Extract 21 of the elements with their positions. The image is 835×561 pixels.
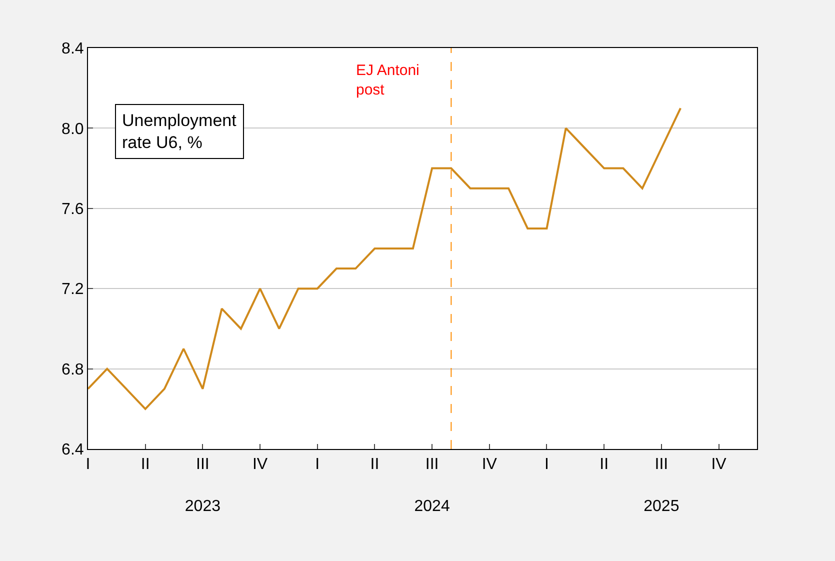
- y-tick-label: 8.0: [62, 120, 84, 138]
- x-tick-label: II: [370, 456, 380, 474]
- y-tick-label: 7.2: [62, 281, 84, 298]
- y-tick-label: 8.4: [62, 40, 84, 58]
- x-tick-label: IV: [711, 456, 727, 474]
- x-tick-label: I: [544, 456, 549, 474]
- category-label: III 2025: [644, 456, 680, 515]
- annotation: EJ Antoni post: [356, 62, 420, 98]
- y-tick-label: 6.8: [62, 361, 84, 378]
- x-tick-label: IV: [252, 456, 268, 474]
- y-tick-label: 6.4: [62, 442, 84, 459]
- y-tick-label: 7.6: [62, 201, 84, 218]
- line-series: [88, 107, 682, 410]
- x-tick-label: II: [140, 456, 150, 474]
- category-label: III 2023: [184, 456, 220, 515]
- category-label: III 2024: [414, 456, 450, 515]
- x-tick-label: I: [86, 456, 90, 474]
- x-tick-label: I: [315, 456, 320, 474]
- x-tick-label: II: [600, 456, 609, 474]
- x-tick-label: IV: [482, 456, 498, 474]
- annotation: Unemployment rate U6, %: [122, 111, 237, 152]
